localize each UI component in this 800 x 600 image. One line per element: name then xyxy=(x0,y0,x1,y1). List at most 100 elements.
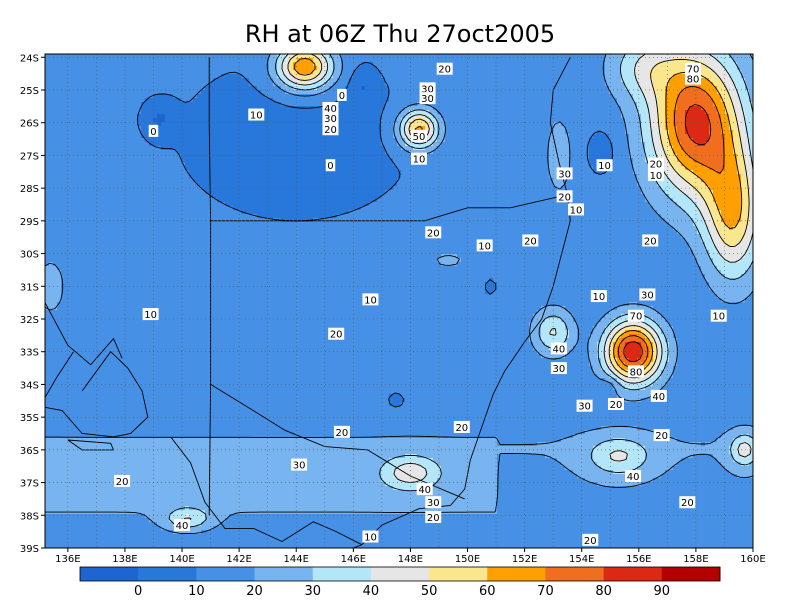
field-cell xyxy=(81,150,86,155)
field-cell xyxy=(77,154,82,159)
field-cell xyxy=(57,78,62,83)
field-cell xyxy=(249,146,254,151)
field-cell xyxy=(101,166,106,171)
field-cell xyxy=(425,126,430,131)
field-cell xyxy=(293,66,298,71)
field-cell xyxy=(133,74,138,79)
field-cell xyxy=(725,54,730,59)
field-cell xyxy=(201,94,206,99)
field-cell xyxy=(525,114,530,119)
field-cell xyxy=(49,134,54,139)
field-cell xyxy=(233,102,238,107)
field-cell xyxy=(333,138,338,143)
field-cell xyxy=(489,74,494,79)
field-cell xyxy=(245,134,250,139)
field-cell xyxy=(689,150,694,155)
field-cell xyxy=(509,98,514,103)
field-cell xyxy=(105,54,110,59)
field-cell xyxy=(649,114,654,119)
field-cell xyxy=(521,54,526,59)
field-cell xyxy=(461,110,466,115)
field-cell xyxy=(445,98,450,103)
field-cell xyxy=(213,150,218,155)
field-cell xyxy=(505,146,510,151)
field-cell xyxy=(105,158,110,163)
field-cell xyxy=(593,74,598,79)
field-cell xyxy=(45,86,50,91)
field-cell xyxy=(637,102,642,107)
field-cell xyxy=(445,130,450,135)
field-cell xyxy=(361,130,366,135)
field-cell xyxy=(733,150,738,155)
field-cell xyxy=(85,122,90,127)
field-cell xyxy=(545,74,550,79)
field-cell xyxy=(585,54,590,59)
field-cell xyxy=(621,66,626,71)
field-cell xyxy=(85,94,90,99)
field-cell xyxy=(669,102,674,107)
field-cell xyxy=(357,158,362,163)
field-cell xyxy=(673,78,678,83)
field-cell xyxy=(173,94,178,99)
field-cell xyxy=(433,66,438,71)
field-cell xyxy=(525,102,530,107)
field-cell xyxy=(413,98,418,103)
field-cell xyxy=(389,154,394,159)
field-cell xyxy=(693,162,698,167)
field-cell xyxy=(413,74,418,79)
field-cell xyxy=(197,126,202,131)
field-cell xyxy=(689,86,694,91)
field-cell xyxy=(229,98,234,103)
field-cell xyxy=(229,90,234,95)
field-cell xyxy=(585,90,590,95)
field-cell xyxy=(381,78,386,83)
field-cell xyxy=(613,138,618,143)
field-cell xyxy=(269,54,274,59)
field-cell xyxy=(189,74,194,79)
field-cell xyxy=(321,142,326,147)
field-cell xyxy=(249,130,254,135)
field-cell xyxy=(201,110,206,115)
field-cell xyxy=(513,78,518,83)
field-cell xyxy=(645,138,650,143)
field-cell xyxy=(153,70,158,75)
field-cell xyxy=(549,62,554,67)
field-cell xyxy=(641,94,646,99)
field-cell xyxy=(281,62,286,67)
field-cell xyxy=(437,134,442,139)
field-cell xyxy=(229,86,234,91)
field-cell xyxy=(469,154,474,159)
field-cell xyxy=(725,130,730,135)
field-cell xyxy=(589,118,594,123)
field-cell xyxy=(301,138,306,143)
field-cell xyxy=(397,126,402,131)
field-cell xyxy=(477,138,482,143)
field-cell xyxy=(677,54,682,59)
field-cell xyxy=(749,86,753,91)
field-cell xyxy=(633,142,638,147)
field-cell xyxy=(337,158,342,163)
field-cell xyxy=(749,110,753,115)
field-cell xyxy=(473,142,478,147)
field-cell xyxy=(125,114,130,119)
field-cell xyxy=(581,142,586,147)
field-cell xyxy=(201,138,206,143)
field-cell xyxy=(57,58,62,63)
field-cell xyxy=(241,98,246,103)
field-cell xyxy=(485,106,490,111)
field-cell xyxy=(169,134,174,139)
field-cell xyxy=(621,58,626,63)
field-cell xyxy=(509,142,514,147)
field-cell xyxy=(57,142,62,147)
field-cell xyxy=(77,126,82,131)
field-cell xyxy=(725,134,730,139)
field-cell xyxy=(125,74,130,79)
field-cell xyxy=(593,70,598,75)
field-cell xyxy=(125,122,130,127)
field-cell xyxy=(105,66,110,71)
field-cell xyxy=(661,98,666,103)
field-cell xyxy=(105,126,110,131)
field-cell xyxy=(737,146,742,151)
field-cell xyxy=(461,142,466,147)
field-cell xyxy=(405,130,410,135)
